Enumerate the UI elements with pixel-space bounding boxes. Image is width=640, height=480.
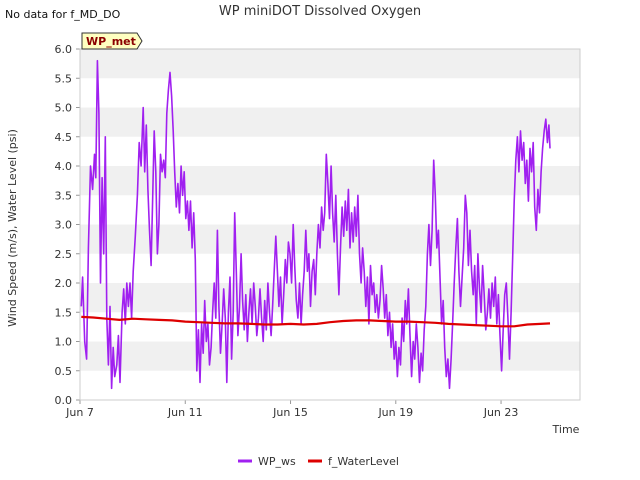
y-tick-label: 5.5 <box>55 72 73 85</box>
badge-label: WP_met <box>86 35 136 48</box>
grid-band <box>80 341 580 371</box>
grid-band <box>80 224 580 254</box>
x-axis-label: Time <box>552 423 580 436</box>
y-tick-label: 2.5 <box>55 248 73 261</box>
chart-title: WP miniDOT Dissolved Oxygen <box>219 4 421 19</box>
series-layer <box>80 59 551 390</box>
y-tick-label: 5.0 <box>55 102 73 115</box>
legend-label: f_WaterLevel <box>328 455 399 468</box>
badge: WP_met <box>81 32 143 50</box>
y-axis-label: Wind Speed (m/s), Water Level (psi) <box>6 129 19 327</box>
x-tick-label: Jun 15 <box>272 406 308 419</box>
y-tick-label: 1.0 <box>55 336 73 349</box>
x-tick-label: Jun 7 <box>65 406 94 419</box>
grid-band <box>80 107 580 137</box>
y-axis: 0.0 0.5 1.0 1.5 2.0 2.5 3.0 3.5 4.0 4.5 5.0 5.5 6.0 <box>55 43 80 407</box>
legend: WP_ws f_WaterLevel <box>238 455 399 468</box>
y-tick-label: 3.5 <box>55 189 73 202</box>
x-tick-label: Jun 19 <box>377 406 413 419</box>
legend-label: WP_ws <box>258 455 296 468</box>
y-tick-label: 4.0 <box>55 160 73 173</box>
y-tick-label: 1.5 <box>55 306 73 319</box>
x-tick-label: Jun 11 <box>167 406 203 419</box>
y-tick-label: 3.0 <box>55 219 73 232</box>
y-tick-label: 0.5 <box>55 365 73 378</box>
series-line-f_WaterLevel <box>81 315 551 328</box>
y-tick-label: 2.0 <box>55 277 73 290</box>
x-tick-label: Jun 23 <box>483 406 519 419</box>
x-axis: Jun 7 Jun 11 Jun 15 Jun 19 Jun 23 <box>65 400 518 419</box>
plot-border <box>79 48 581 401</box>
plot-background <box>80 49 580 400</box>
y-tick-label: 4.5 <box>55 131 73 144</box>
series-line-WP_ws <box>80 59 551 390</box>
y-tick-label: 0.0 <box>55 394 73 407</box>
no-data-note: No data for f_MD_DO <box>5 8 121 21</box>
grid-band <box>80 49 580 79</box>
y-tick-label: 6.0 <box>55 43 73 56</box>
